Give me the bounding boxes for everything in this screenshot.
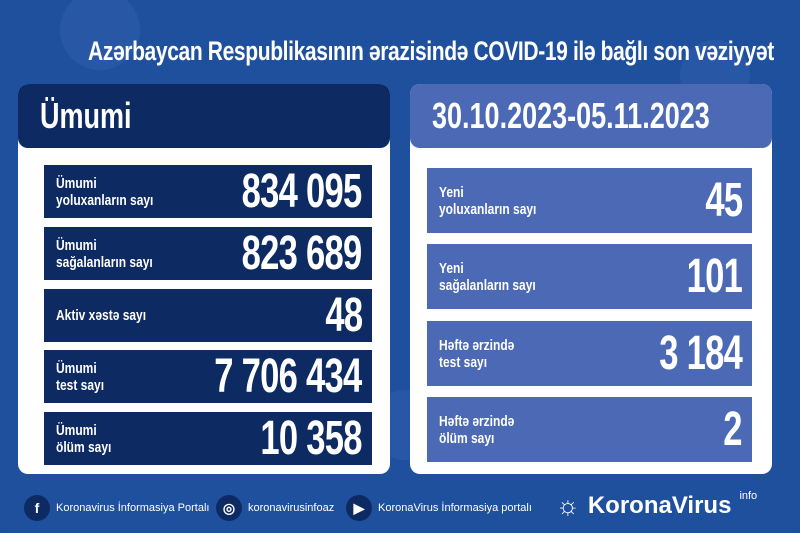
row-label: Ümumi — [56, 174, 97, 192]
stat-row: Ümumi yoluxanların sayı 834 095 — [44, 165, 372, 218]
instagram-icon: ◎ — [216, 495, 242, 521]
youtube-link[interactable]: ▶ KoronaVirus İnformasiya portalı — [346, 495, 532, 521]
row-label: Aktiv xəstə sayı — [56, 307, 147, 324]
youtube-icon: ▶ — [346, 495, 372, 521]
facebook-link[interactable]: f Koronavirus İnformasiya Portalı — [24, 495, 209, 521]
row-label: ölüm sayı — [56, 438, 112, 456]
total-panel: Ümumi Ümumi yoluxanların sayı 834 095 Ümum… — [18, 84, 390, 474]
row-value: 823 689 — [242, 227, 363, 280]
row-value: 3 184 — [659, 327, 743, 380]
row-value: 7 706 434 — [214, 350, 363, 403]
row-value: 834 095 — [242, 165, 363, 218]
instagram-link[interactable]: ◎ koronavirusinfoaz — [216, 495, 334, 521]
stat-row: Aktiv xəstə sayı 48 — [44, 289, 372, 342]
row-value: 10 358 — [260, 412, 363, 465]
row-label: test sayı — [439, 353, 488, 371]
page-title: Azərbaycan Respublikasının ərazisində CO… — [88, 36, 774, 66]
row-value: 45 — [704, 174, 743, 227]
row-label: ölüm sayı — [439, 429, 495, 447]
stat-row: Ümumi sağalanların sayı 823 689 — [44, 227, 372, 280]
brand-sup: info — [739, 490, 758, 502]
total-header-label: Ümumi — [40, 95, 132, 136]
row-label: Ümumi — [56, 421, 97, 439]
row-label: yoluxanların sayı — [56, 191, 154, 209]
brand-logo: ☼ KoronaVirus info — [556, 490, 757, 521]
weekly-panel: 30.10.2023-05.11.2023 Yeni yoluxanların s… — [410, 84, 772, 474]
row-label: yoluxanların sayı — [439, 200, 537, 218]
facebook-label: Koronavirus İnformasiya Portalı — [56, 502, 210, 514]
row-value: 2 — [723, 403, 742, 456]
stat-row: Həftə ərzində ölüm sayı 2 — [427, 397, 752, 462]
row-label: Yeni — [439, 259, 464, 277]
weekly-header: 30.10.2023-05.11.2023 — [410, 84, 772, 148]
row-label: sağalanların sayı — [439, 276, 536, 294]
row-label: Ümumi — [56, 236, 97, 254]
stat-row: Həftə ərzində test sayı 3 184 — [427, 321, 752, 386]
row-label: Ümumi — [56, 359, 97, 377]
row-value: 101 — [686, 250, 742, 303]
row-label: Yeni — [439, 183, 464, 201]
stat-row: Ümumi test sayı 7 706 434 — [44, 350, 372, 403]
brand-name: KoronaVirus — [587, 491, 732, 519]
sun-icon: ☼ — [556, 490, 580, 520]
date-range: 30.10.2023-05.11.2023 — [432, 95, 710, 136]
row-label: Həftə ərzində — [439, 336, 515, 354]
stat-row: Yeni yoluxanların sayı 45 — [427, 168, 752, 233]
instagram-label: koronavirusinfoaz — [248, 502, 335, 514]
facebook-icon: f — [24, 495, 50, 521]
stat-row: Ümumi ölüm sayı 10 358 — [44, 412, 372, 465]
row-label: sağalanların sayı — [56, 253, 153, 271]
row-label: Həftə ərzində — [439, 412, 515, 430]
stat-row: Yeni sağalanların sayı 101 — [427, 244, 752, 309]
row-value: 48 — [324, 289, 363, 342]
youtube-label: KoronaVirus İnformasiya portalı — [378, 502, 532, 514]
virus-decoration — [60, 0, 140, 70]
total-header: Ümumi — [18, 84, 390, 148]
row-label: test sayı — [56, 376, 105, 394]
